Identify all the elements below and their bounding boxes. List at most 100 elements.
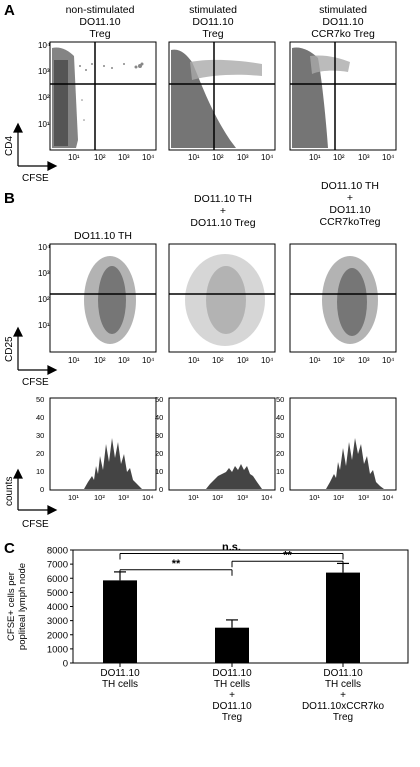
panel-b-hist-3 [289,397,397,491]
title-line: Treg [202,28,224,40]
title-line: DO11.10 [322,16,364,28]
x-tick-label: 10³ [237,493,248,502]
y-tick-label: 3000 [47,616,68,627]
y-tick-label: 40 [155,413,163,422]
significance-annotation-label: ** [283,549,292,561]
panel-letter-a: A [4,2,15,19]
scatter-x-axis-label: CFSE [22,377,49,388]
x-tick-label: 10¹ [309,493,320,502]
x-tick-label: 10¹ [188,356,200,365]
bar-chart: 0 1000 2000 3000 4000 5000 6000 7000 8000 CFSE+ c… [6,542,409,723]
x-tick-label: 10³ [118,493,129,502]
y-tick-label: 20 [36,449,44,458]
title-line: CCR7koTreg [319,216,381,228]
panel-b-scatter-2 [168,243,276,353]
y-tick-label: 0 [159,485,163,494]
y-tick-label: 40 [276,413,284,422]
x-tick-label: 10³ [118,356,130,365]
x-tick-label: DO11.10 TH cells + DO11.10 Treg [212,668,252,723]
x-tick-label: 10² [212,493,223,502]
panel-b-title-1: DO11.10 TH [50,230,156,242]
x-tick-label: 10² [212,153,224,162]
title-line: Treg [89,28,111,40]
y-tick-label: 2000 [47,630,68,641]
y-tick-label: 10² [38,93,50,102]
title-line: stimulated [319,4,367,16]
x-tick-label: 10² [94,153,106,162]
y-tick-label: 20 [276,449,284,458]
x-tick-label: 10² [94,356,106,365]
x-tick-label: 10¹ [68,493,79,502]
panel-b-hist-1 [49,397,157,491]
x-tick-label: 10⁴ [142,356,155,365]
title-line: non-stimulated [65,4,135,16]
panel-a-plots: 10⁴ 10³ 10² 10¹ 10¹ 10² 10³ 10⁴ 10¹ 10² … [4,41,397,184]
panel-a-plot-3 [289,41,397,151]
y-axis-label: CD4 [4,136,15,156]
y-tick-label: 30 [155,431,163,440]
x-tick-label: 10⁴ [261,356,274,365]
panel-letter-b: B [4,190,15,207]
panel-letter-c: C [4,540,15,557]
hist-x-axis-label: CFSE [22,519,49,530]
title-line: DO11.10 TH [194,193,252,205]
x-tick-label: 10³ [237,153,249,162]
panel-a-axis-arrows [13,122,58,171]
panel-b-hist-2 [168,397,276,491]
panel-b-scatter-ticks: 10⁴ 10³ 10² 10¹ 10¹ 10² 10³ 10⁴ 10¹ 10² … [38,243,395,365]
title-line: DO11.10 TH [321,180,379,192]
density-spread [190,59,262,80]
x-tick-label: 10⁴ [142,493,154,502]
x-tick-label: 10² [333,153,345,162]
hist-y-axis-label: counts [4,477,15,506]
x-tick-label: 10² [212,356,224,365]
histogram-fill [206,464,262,489]
x-tick-label: 10¹ [309,356,321,365]
y-tick-label: 0 [63,659,68,670]
density-core [54,60,68,146]
x-tick-label: 10⁴ [382,153,395,162]
x-tick-label: 10³ [237,356,249,365]
title-line: stimulated [189,4,237,16]
title-line: DO11.10 [329,204,371,216]
x-tick-label: 10³ [358,153,370,162]
x-tick-label: 10¹ [68,356,80,365]
panel-a-title-1: non-stimulated DO11.10 Treg [40,4,160,40]
bar [215,627,249,663]
panel-b-hist-arrows [13,468,58,515]
title-line: DO11.10 [79,16,121,28]
y-tick-label: 1000 [47,644,68,655]
y-tick-label: 4000 [47,602,68,613]
title-line: DO11.10 TH [74,230,132,242]
density-core [206,266,246,334]
x-tick-label: 10³ [358,356,370,365]
y-tick-label: 6000 [47,574,68,585]
panel-b-plots: 10⁴ 10³ 10² 10¹ 10¹ 10² 10³ 10⁴ 10¹ 10² … [4,243,397,530]
y-tick-label: 10 [155,467,163,476]
y-tick-label: 40 [36,413,44,422]
density-spread [310,55,350,74]
title-line: + [346,192,354,204]
density-cloud [171,49,236,149]
panel-a-title-3: stimulated DO11.10 CCR7ko Treg [283,4,403,40]
x-tick-label: 10² [333,356,345,365]
x-tick-label: 10² [94,493,105,502]
y-tick-label: 0 [280,485,284,494]
histogram-fill [326,438,384,489]
y-tick-label: 5000 [47,588,68,599]
y-tick-label: 10 [36,467,44,476]
y-tick-label: 7000 [47,560,68,571]
y-tick-label: 10³ [38,67,50,76]
x-tick-label: DO11.10 TH cells + DO11.10xCCR7ko Treg [302,668,385,723]
panel-b-title-2: DO11.10 TH + DO11.10 Treg [163,193,283,229]
panel-b-scatter-arrows [13,326,58,375]
ns-annotation-label: n.s. [222,542,241,554]
y-tick-label: 10³ [38,269,50,278]
x-tick-label: DO11.10 TH cells [100,668,140,690]
x-tick-label: 10¹ [309,153,321,162]
y-tick-label: 10¹ [38,321,50,330]
density-core [98,266,126,334]
significance-annotation-label: ** [172,558,181,570]
y-tick-label: 0 [40,485,44,494]
title-line: + [219,205,227,217]
